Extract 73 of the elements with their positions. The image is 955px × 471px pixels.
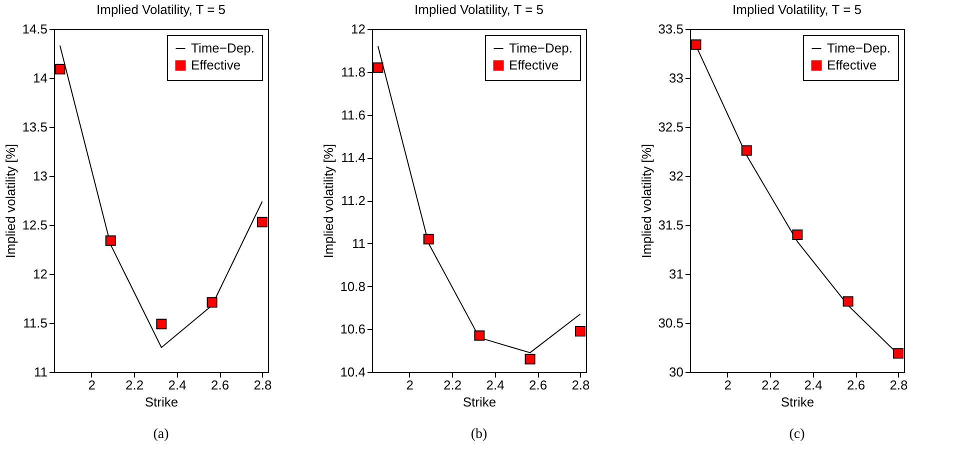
y-tick-label: 11 [34,364,48,380]
x-axis-title: Strike [462,394,496,410]
point [474,330,485,341]
y-tick-label: 12 [33,266,48,282]
x-tick-label: 2.6 [846,378,866,392]
y-axis-title: Implied volatility [%] [639,144,654,258]
chart-title: Implied Volatility, T = 5 [414,2,544,17]
y-axis-title: Implied volatility [%] [3,144,18,258]
text: (b) [470,427,488,442]
point [156,318,167,330]
y-tick-label: 33.5 [658,22,684,36]
x-tick-label: 2.8 [254,378,272,392]
y-tick-label: 12.5 [22,218,48,232]
legend-label: Effective [509,58,559,72]
point [372,62,384,73]
y-tick-label: 10.4 [340,364,366,380]
legend-label: Effective [827,58,877,72]
x-tick-label: 2.4 [168,378,186,392]
x-tick-label: 2.8 [572,378,590,392]
x-tick-label: 2 [724,378,732,392]
chart-title: Implied Volatility, T = 5 [96,2,226,17]
point [206,297,218,308]
y-tick-label: 32 [669,168,684,184]
point [524,354,536,364]
x-tick-label: 2.8 [890,378,908,392]
x-tick-label: 2 [406,378,414,392]
y-tick-label: 30 [669,364,684,380]
x-tick-label: 2.4 [804,378,822,392]
x-axis-title: Strike [144,394,178,410]
x-tick-label: 2.6 [210,378,230,392]
y-tick-label: 11.2 [341,193,366,208]
x-tick-label: 2.2 [444,378,462,392]
y-tick-label: 11.8 [341,64,366,80]
legend-label: Time−Dep. [509,40,572,56]
x-tick-label: 2.6 [528,378,548,392]
y-tick-label: 11.4 [341,150,366,166]
point [690,39,702,50]
x-tick-label: 2.2 [762,378,780,392]
point [892,348,904,359]
y-tick-label: 30.5 [658,316,684,330]
x-tick-label: 2.4 [486,378,504,392]
x-tick-label: 2 [88,378,96,392]
x-axis-title: Strike [780,394,814,410]
chart-title: Implied Volatility, T = 5 [732,2,862,17]
point [54,64,66,74]
point [105,235,116,246]
y-tick-label: 11.6 [341,107,366,122]
y-tick-label: 11 [352,236,366,251]
y-tick-label: 11.5 [23,316,48,330]
point [574,326,586,337]
text: (a) [153,427,170,442]
y-tick-label: 13.5 [22,120,48,134]
point [741,145,752,156]
point [792,230,803,240]
y-tick-label: 31.5 [658,218,684,232]
legend-label: Effective [191,58,241,72]
point [256,216,268,228]
y-tick-label: 10.6 [340,322,366,337]
y-tick-label: 33 [669,70,684,86]
y-tick-label: 14 [33,70,48,86]
legend-label: Time−Dep. [191,40,254,56]
y-tick-label: 32.5 [658,120,684,134]
y-tick-label: 10.8 [340,278,366,294]
y-tick-label: 13 [33,168,48,184]
point [842,296,854,307]
legend-label: Time−Dep. [827,40,890,56]
x-tick-label: 2.2 [126,378,144,392]
text: (c) [789,427,806,442]
y-tick-label: 12 [351,22,366,36]
y-tick-label: 31 [669,266,684,282]
y-axis-title: Implied volatility [%] [321,144,336,258]
point [423,234,434,244]
y-tick-label: 14.5 [22,22,48,36]
